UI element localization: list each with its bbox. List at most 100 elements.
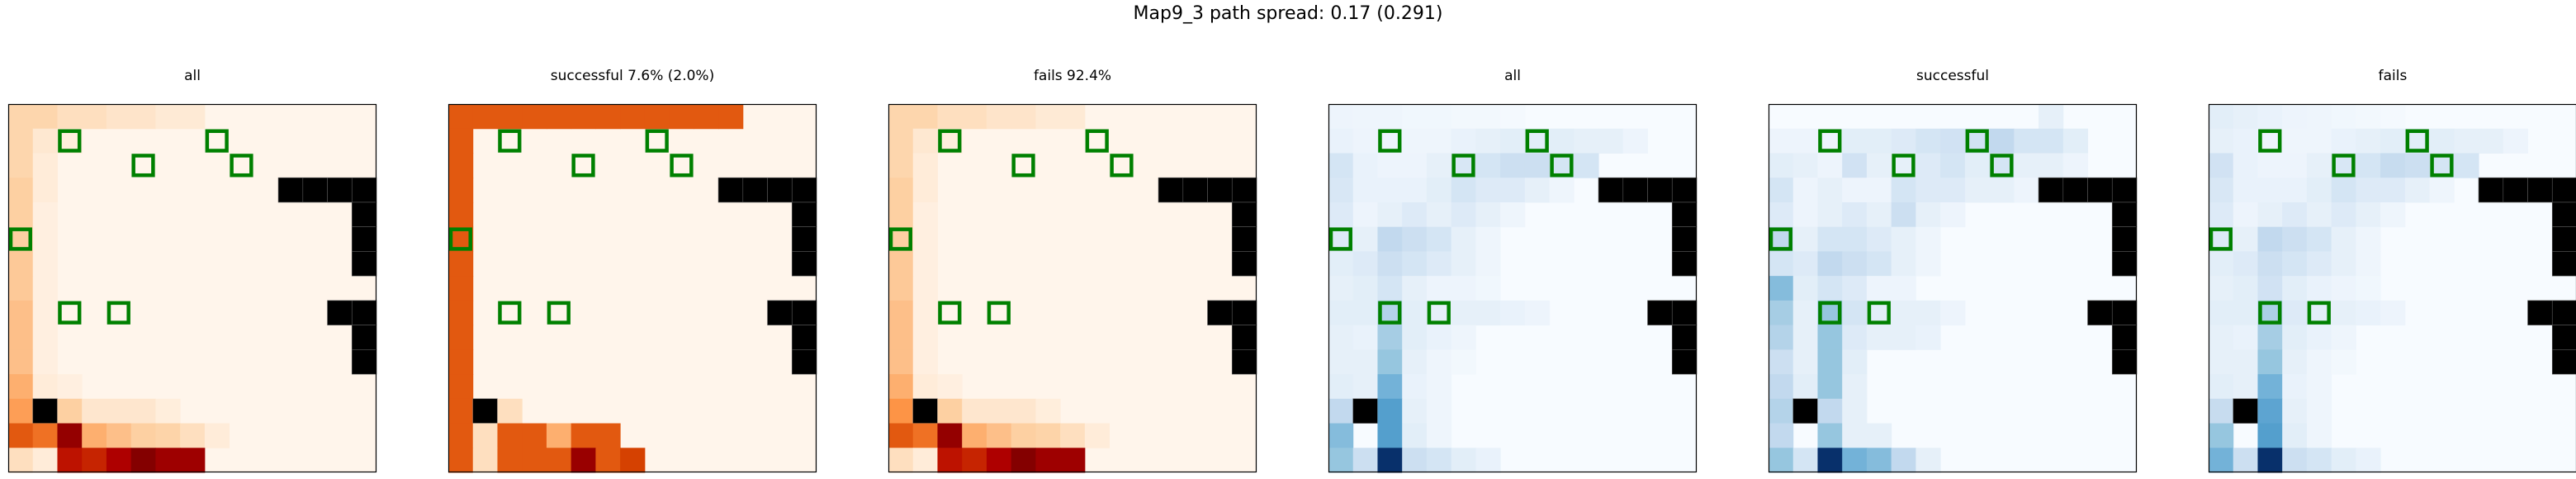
heat-cell xyxy=(546,423,572,448)
heat-cell xyxy=(912,251,938,277)
plot-frame xyxy=(888,103,1257,473)
heat-cell xyxy=(57,423,83,448)
heat-cell xyxy=(937,398,963,424)
heat-cell xyxy=(1402,251,1428,277)
obstacle-cell xyxy=(2038,177,2064,203)
heat-cell xyxy=(912,226,938,252)
heat-cell xyxy=(888,423,914,448)
heat-cell xyxy=(595,104,621,130)
heat-cell xyxy=(1426,276,1452,301)
heat-cell xyxy=(937,423,963,448)
heat-cell xyxy=(1842,276,1868,301)
heat-cell xyxy=(937,448,963,473)
heat-cell xyxy=(2257,423,2283,448)
heat-cell xyxy=(2306,202,2332,228)
heat-cell xyxy=(2356,300,2381,326)
heat-cell xyxy=(448,153,474,178)
heat-cell xyxy=(497,448,523,473)
heat-cell xyxy=(1402,423,1428,448)
heat-cell xyxy=(888,300,914,326)
heat-cell xyxy=(1426,202,1452,228)
heat-cell xyxy=(130,398,156,424)
heat-cell xyxy=(2233,178,2258,203)
heat-cell xyxy=(2257,202,2283,228)
heat-cell xyxy=(1328,448,1354,473)
obstacle-cell xyxy=(2551,226,2576,252)
obstacle-cell xyxy=(2087,177,2113,203)
heat-cell xyxy=(888,128,914,154)
heat-cell xyxy=(1500,178,1526,203)
heat-cell xyxy=(1842,178,1868,203)
heat-cell xyxy=(2282,153,2308,178)
heat-cell xyxy=(448,398,474,424)
heat-cell xyxy=(2306,226,2332,252)
heat-cell xyxy=(2257,398,2283,424)
heat-cell xyxy=(1426,448,1452,473)
heat-cell xyxy=(2209,374,2234,400)
heat-cell xyxy=(912,325,938,350)
heat-cell xyxy=(1817,398,1843,424)
heat-cell xyxy=(1817,251,1843,277)
obstacle-cell xyxy=(1792,398,1818,424)
obstacle-cell xyxy=(1207,300,1233,325)
obstacle-cell xyxy=(2551,251,2576,277)
heat-cell xyxy=(1842,251,1868,277)
heat-cell xyxy=(1377,276,1403,301)
heat-cell xyxy=(155,104,181,130)
heat-cell xyxy=(130,104,156,130)
goal-marker xyxy=(938,301,962,325)
heat-cell xyxy=(912,178,938,203)
plot-frame xyxy=(7,103,377,473)
heat-cell xyxy=(448,349,474,375)
obstacle-cell xyxy=(2527,300,2553,325)
heat-cell xyxy=(1402,226,1428,252)
heat-cell xyxy=(571,104,596,130)
heat-cell xyxy=(2380,128,2406,154)
heat-cell xyxy=(1549,178,1574,203)
heat-cell xyxy=(1842,153,1868,178)
heat-cell xyxy=(1475,178,1501,203)
heat-cell xyxy=(1451,349,1476,375)
heat-cell xyxy=(2282,276,2308,301)
goal-marker xyxy=(987,301,1011,325)
heat-cell xyxy=(1035,448,1061,473)
heat-cell xyxy=(1891,202,1916,228)
heat-cell xyxy=(1940,300,1966,326)
goal-marker xyxy=(645,129,669,153)
heat-cell xyxy=(2209,349,2234,375)
heat-cell xyxy=(472,448,498,473)
panel-title-3: fails 92.4% xyxy=(1033,68,1112,84)
heat-cell xyxy=(1328,128,1354,154)
heat-cell xyxy=(2331,251,2356,277)
heatmap-panel-6 xyxy=(2208,103,2576,473)
goal-marker xyxy=(2307,301,2331,325)
goal-marker xyxy=(58,301,82,325)
obstacle-cell xyxy=(791,349,817,375)
obstacle-cell xyxy=(2551,349,2576,375)
heat-cell xyxy=(1769,251,1794,277)
goal-marker xyxy=(1378,301,1402,325)
heat-cell xyxy=(8,202,34,228)
goal-marker xyxy=(938,129,962,153)
heat-cell xyxy=(2331,202,2356,228)
heat-cell xyxy=(1842,226,1868,252)
heat-cell xyxy=(1402,300,1428,326)
heat-cell xyxy=(2282,251,2308,277)
heat-cell xyxy=(2306,276,2332,301)
heat-cell xyxy=(1377,153,1403,178)
heat-cell xyxy=(2209,251,2234,277)
heat-cell xyxy=(2257,178,2283,203)
heat-cell xyxy=(1817,448,1843,473)
heat-cell xyxy=(888,398,914,424)
heat-cell xyxy=(1060,448,1086,473)
heat-cell xyxy=(912,276,938,301)
heat-cell xyxy=(694,104,719,130)
heat-cell xyxy=(888,178,914,203)
heat-cell xyxy=(448,276,474,301)
heat-cell xyxy=(2479,128,2504,154)
heat-cell xyxy=(8,153,34,178)
heat-cell xyxy=(1792,448,1818,473)
heat-cell xyxy=(1769,276,1794,301)
heat-cell xyxy=(2209,128,2234,154)
heat-cell xyxy=(1817,276,1843,301)
